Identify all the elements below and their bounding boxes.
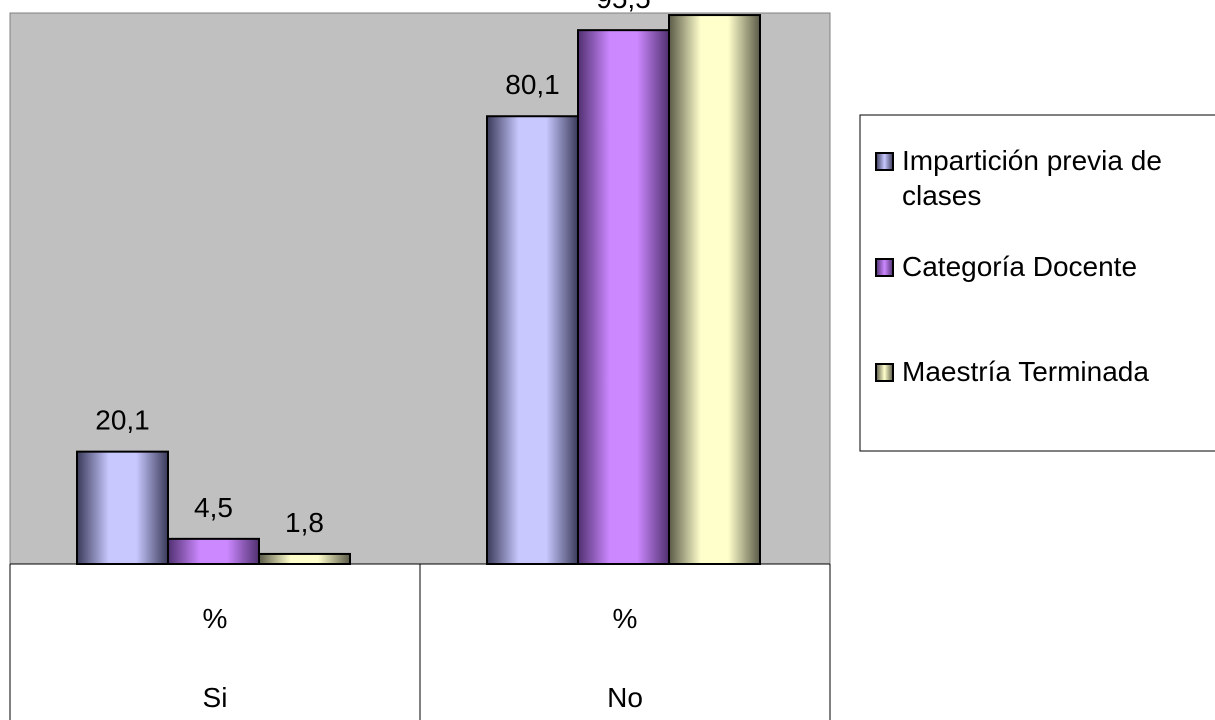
legend-swatch	[875, 152, 894, 171]
legend-label: Categoría Docente	[902, 251, 1137, 282]
bar	[668, 14, 761, 565]
bar	[577, 29, 670, 565]
category-label-line1: %	[613, 603, 638, 634]
data-label: 20,1	[95, 405, 150, 436]
legend-label: clases	[902, 180, 981, 211]
legend-label: Impartición previa de	[902, 145, 1162, 176]
category-label-line2: No	[607, 682, 643, 713]
data-label: 4,5	[194, 492, 233, 523]
bars-layer	[76, 14, 761, 565]
data-label: 80,1	[505, 69, 560, 100]
bar	[167, 537, 260, 565]
data-labels-layer: 20,14,51,880,195,598,2	[95, 0, 651, 538]
legend-label: Maestría Terminada	[902, 356, 1149, 387]
legend-swatch	[875, 363, 894, 382]
data-label: 1,8	[285, 507, 324, 538]
data-label: 95,5	[596, 0, 651, 14]
legend-box	[859, 114, 1215, 452]
bar	[258, 552, 351, 565]
bar	[76, 450, 169, 565]
legend: Impartición previa de clases Categoría Doc…	[859, 114, 1215, 452]
category-table: % Si% No	[9, 563, 831, 720]
category-label-line2: Si	[203, 682, 228, 713]
category-label-line1: %	[203, 603, 228, 634]
legend-swatch	[875, 258, 894, 277]
bar	[486, 115, 579, 565]
